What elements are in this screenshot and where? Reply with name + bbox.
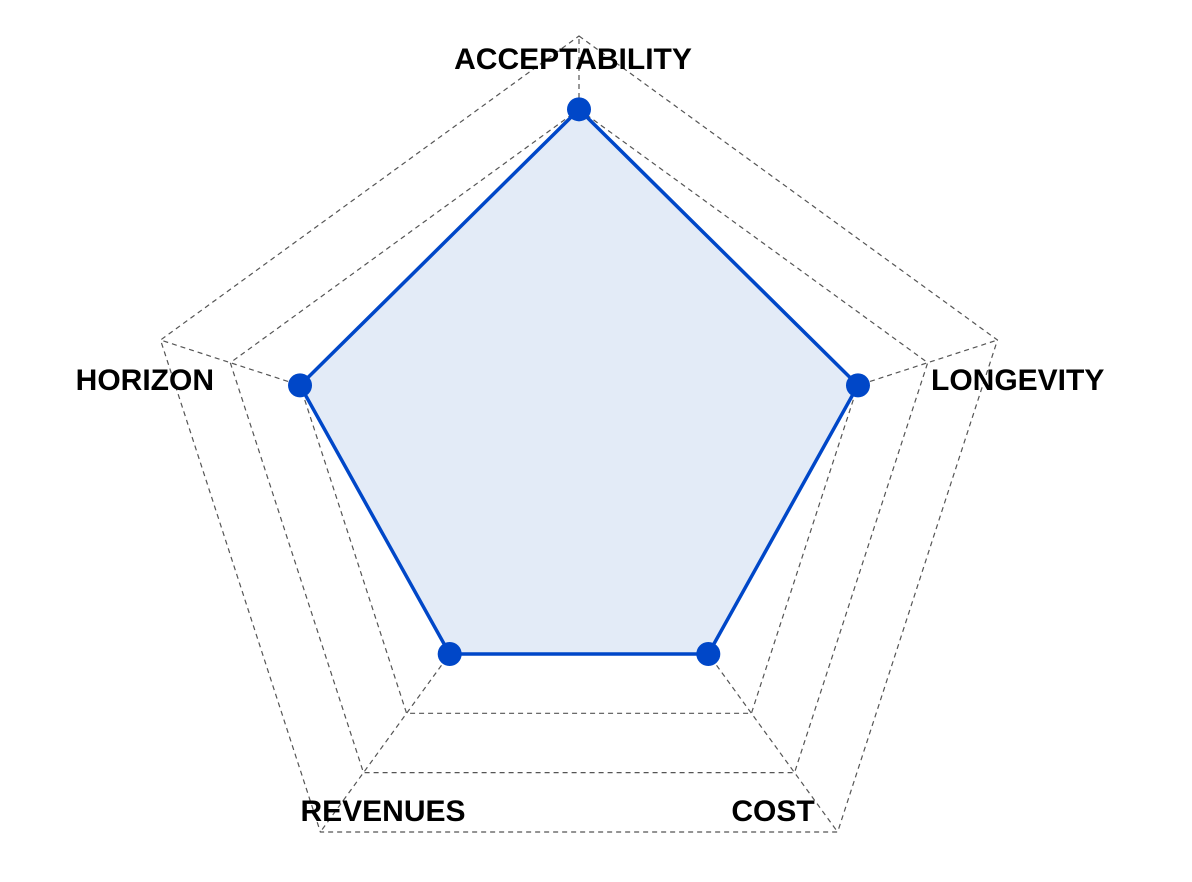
radar-series	[288, 97, 870, 666]
axis-label-longevity: LONGEVITY	[931, 364, 1104, 397]
data-point-longevity	[845, 373, 870, 398]
grid-ring	[159, 35, 999, 833]
axis-label-revenues: REVENUES	[300, 795, 465, 828]
data-point-acceptability	[567, 97, 591, 122]
axis-label-acceptability: ACCEPTABILITY	[454, 43, 692, 76]
series-area	[297, 106, 861, 656]
data-point-horizon	[288, 373, 313, 398]
data-point-cost	[696, 641, 721, 666]
axis-label-cost: COST	[731, 795, 814, 828]
data-point-revenues	[437, 641, 462, 666]
axis-label-horizon: HORIZON	[76, 364, 214, 397]
axis-labels: ACCEPTABILITY LONGEVITY COST REVENUES HORIZO…	[76, 43, 1105, 828]
